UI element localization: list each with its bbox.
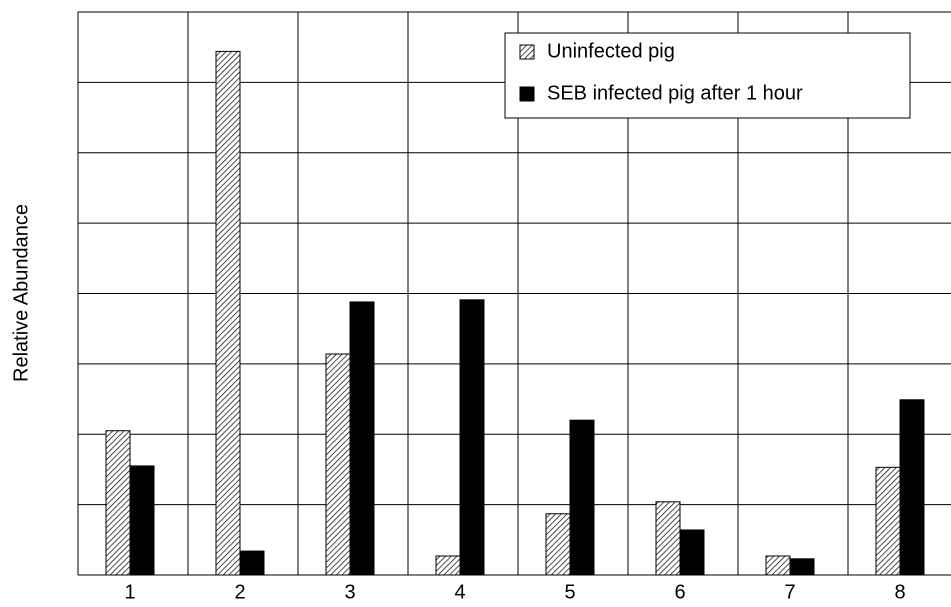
bar: [215, 50, 241, 576]
bar: [789, 558, 815, 576]
legend-label: SEB infected pig after 1 hour: [547, 82, 803, 104]
bar: [129, 465, 155, 576]
bar: [105, 430, 131, 576]
bar: [899, 399, 925, 576]
x-tick-label: 5: [564, 581, 575, 603]
x-tick-label: 8: [894, 581, 905, 603]
x-tick-label: 4: [454, 581, 465, 603]
bar: [349, 301, 375, 576]
legend-swatch: [519, 86, 535, 102]
bar: [545, 513, 571, 576]
bar: [765, 555, 791, 576]
bar: [325, 353, 351, 576]
bar: [655, 501, 681, 576]
y-axis-label: Relative Abundance: [10, 204, 32, 382]
x-tick-label: 6: [674, 581, 685, 603]
x-tick-label: 1: [124, 581, 135, 603]
bar: [435, 555, 461, 576]
bar: [679, 529, 705, 576]
x-tick-label: 2: [234, 581, 245, 603]
bar: [459, 299, 485, 576]
x-tick-label: 3: [344, 581, 355, 603]
bar: [875, 466, 901, 576]
legend-swatch: [519, 44, 535, 60]
legend-label: Uninfected pig: [547, 40, 675, 62]
legend-box: [504, 32, 911, 119]
bar: [239, 550, 265, 576]
legend: Uninfected pig SEB infected pig after 1 h…: [504, 32, 911, 119]
x-tick-label: 7: [784, 581, 795, 603]
bar: [569, 419, 595, 576]
